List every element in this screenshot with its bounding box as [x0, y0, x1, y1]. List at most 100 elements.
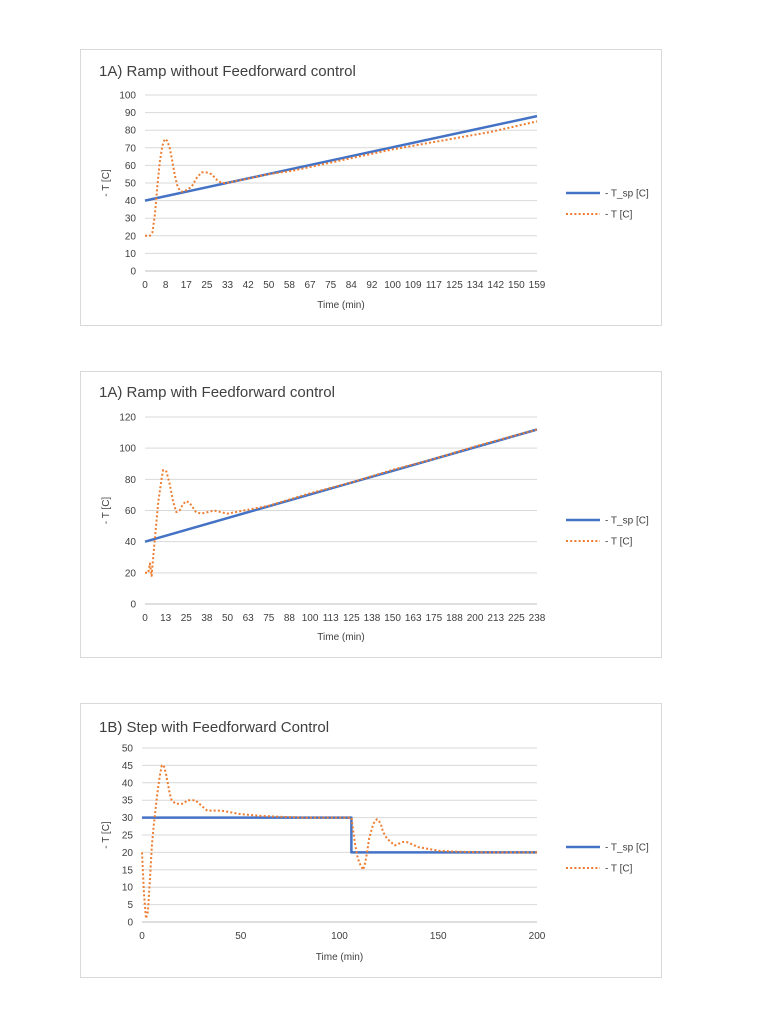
y-tick-label: 70 [125, 143, 137, 154]
legend-label: - T [C] [605, 864, 633, 875]
legend-label: - T [C] [605, 210, 633, 221]
x-tick-label: 0 [139, 931, 145, 942]
x-tick-label: 33 [222, 280, 234, 291]
y-tick-label: 35 [122, 796, 134, 807]
series-line-temperature [141, 764, 537, 920]
x-tick-label: 25 [201, 280, 213, 291]
series-line-setpoint [144, 114, 538, 202]
y-axis-label: - T [C] [101, 169, 112, 197]
x-tick-label: 150 [384, 613, 401, 624]
x-tick-label: 63 [243, 613, 255, 624]
y-tick-label: 10 [125, 249, 137, 260]
chart-svg: 1A) Ramp with Feedforward control 0 20 40 60… [99, 384, 649, 643]
x-tick-label: 84 [346, 280, 358, 291]
x-tick-label: 138 [364, 613, 381, 624]
x-tick-label: 142 [487, 280, 504, 291]
x-tick-label: 92 [366, 280, 378, 291]
x-axis-label: Time (min) [317, 632, 364, 643]
chart-title: 1A) Ramp with Feedforward control [99, 384, 335, 401]
x-tick-label: 117 [426, 280, 442, 291]
y-tick-label: 120 [119, 413, 136, 424]
y-tick-label: 40 [125, 537, 137, 548]
y-tick-label: 100 [119, 91, 136, 102]
legend-label: - T_sp [C] [605, 516, 649, 527]
y-tick-label: 10 [122, 883, 134, 894]
x-tick-label: 0 [142, 280, 148, 291]
x-tick-label: 113 [323, 613, 339, 624]
y-tick-label: 15 [122, 865, 134, 876]
y-tick-label: 60 [125, 506, 137, 517]
chart-ramp-with-feedforward: 1A) Ramp with Feedforward control 0 20 40 60… [80, 371, 662, 658]
y-tick-label: 90 [125, 108, 137, 119]
x-tick-label: 42 [243, 280, 255, 291]
legend-label: - T [C] [605, 537, 633, 548]
chart-ramp-without-feedforward: 1A) Ramp without Feedforward control 0 10 2… [80, 49, 662, 326]
y-tick-label: 0 [130, 267, 136, 278]
legend-label: - T_sp [C] [605, 189, 649, 200]
x-tick-label: 200 [467, 613, 484, 624]
x-tick-label: 150 [508, 280, 525, 291]
y-tick-label: 40 [122, 778, 134, 789]
x-tick-label: 125 [446, 280, 463, 291]
x-tick-label: 67 [304, 280, 316, 291]
x-tick-label: 75 [263, 613, 275, 624]
x-tick-label: 188 [446, 613, 463, 624]
y-tick-label: 45 [122, 761, 134, 772]
series-line-temperature [145, 428, 538, 577]
y-tick-label: 0 [127, 918, 133, 929]
x-tick-label: 13 [160, 613, 172, 624]
x-tick-label: 50 [263, 280, 275, 291]
y-tick-label: 40 [125, 196, 137, 207]
x-tick-label: 175 [425, 613, 442, 624]
x-tick-label: 38 [201, 613, 213, 624]
x-tick-label: 8 [163, 280, 169, 291]
x-tick-label: 200 [529, 931, 546, 942]
y-tick-label: 20 [125, 568, 137, 579]
x-axis-label: Time (min) [316, 952, 363, 963]
series-line-temperature [145, 120, 538, 237]
x-tick-label: 75 [325, 280, 337, 291]
x-tick-label: 50 [222, 613, 234, 624]
x-axis-label: Time (min) [317, 300, 364, 311]
x-tick-label: 159 [529, 280, 546, 291]
x-tick-label: 100 [331, 931, 348, 942]
chart-title: 1A) Ramp without Feedforward control [99, 63, 356, 80]
chart-svg: 1A) Ramp without Feedforward control 0 10 2… [99, 63, 649, 311]
y-tick-label: 5 [127, 900, 133, 911]
x-tick-label: 109 [405, 280, 422, 291]
x-tick-label: 150 [430, 931, 447, 942]
y-tick-label: 100 [119, 444, 136, 455]
y-tick-label: 30 [125, 214, 137, 225]
y-tick-label: 80 [125, 475, 137, 486]
x-tick-label: 0 [142, 613, 148, 624]
x-tick-label: 100 [384, 280, 401, 291]
x-tick-label: 17 [181, 280, 193, 291]
y-tick-label: 80 [125, 126, 137, 137]
x-tick-label: 238 [529, 613, 546, 624]
x-tick-label: 213 [487, 613, 504, 624]
x-tick-label: 100 [302, 613, 319, 624]
chart-title: 1B) Step with Feedforward Control [99, 719, 329, 736]
y-tick-label: 0 [130, 600, 136, 611]
x-tick-label: 88 [284, 613, 296, 624]
y-axis-label: - T [C] [101, 497, 112, 525]
y-tick-label: 20 [122, 848, 134, 859]
legend-label: - T_sp [C] [605, 843, 649, 854]
x-tick-label: 125 [343, 613, 360, 624]
x-tick-label: 25 [181, 613, 193, 624]
series-line-setpoint [142, 816, 537, 854]
y-tick-label: 60 [125, 161, 137, 172]
y-tick-label: 20 [125, 231, 137, 242]
y-axis-label: - T [C] [101, 821, 112, 849]
y-tick-label: 30 [122, 813, 134, 824]
x-tick-label: 163 [405, 613, 422, 624]
y-tick-label: 50 [125, 179, 137, 190]
x-tick-label: 50 [235, 931, 247, 942]
chart-step-with-feedforward: 1B) Step with Feedforward Control 0 5 10 15 2… [80, 703, 662, 978]
x-tick-label: 134 [467, 280, 484, 291]
y-tick-label: 50 [122, 744, 134, 755]
y-tick-label: 25 [122, 831, 134, 842]
chart-svg: 1B) Step with Feedforward Control 0 5 10 15 2… [99, 719, 649, 963]
x-tick-label: 58 [284, 280, 296, 291]
x-tick-label: 225 [508, 613, 525, 624]
